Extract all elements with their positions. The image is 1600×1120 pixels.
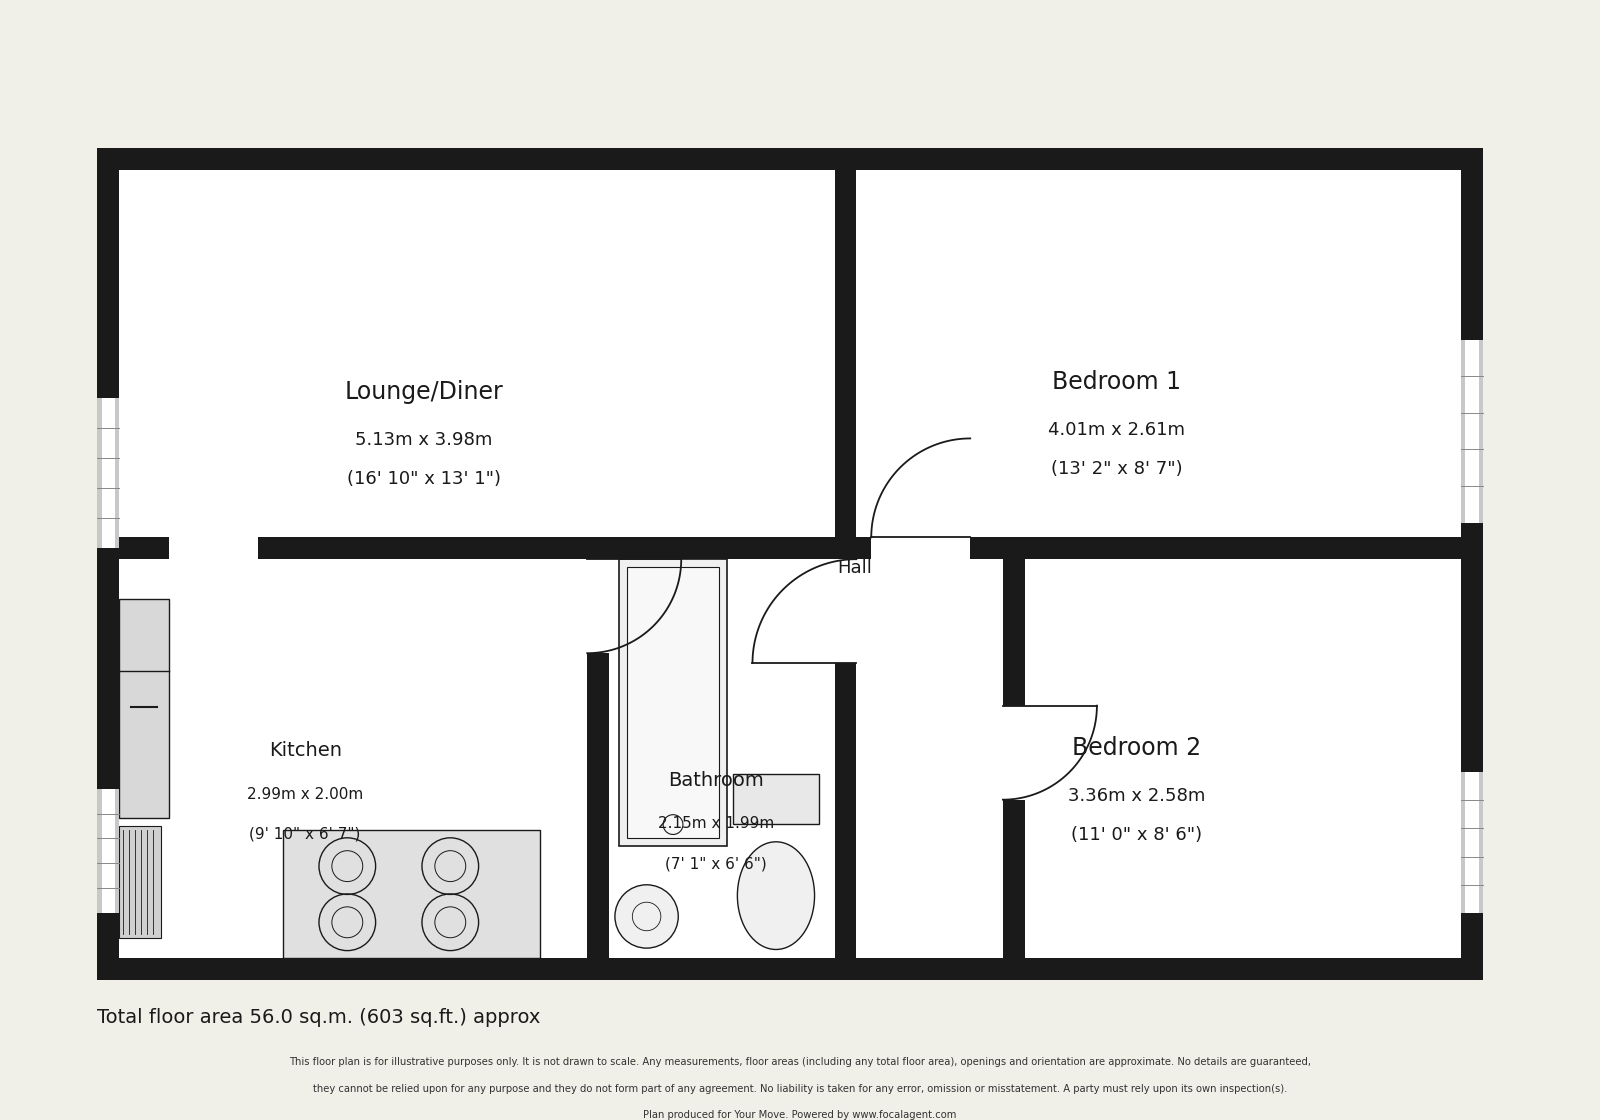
Bar bbox=[118, 827, 160, 939]
Text: (9' 10" x 6' 7"): (9' 10" x 6' 7") bbox=[250, 827, 362, 841]
Bar bbox=[168, 538, 258, 559]
Bar bbox=[98, 398, 118, 548]
Text: (16' 10" x 13' 1"): (16' 10" x 13' 1") bbox=[347, 470, 501, 488]
Bar bbox=[587, 559, 610, 958]
Bar bbox=[872, 538, 970, 559]
Text: (7' 1" x 6' 6"): (7' 1" x 6' 6") bbox=[666, 856, 766, 871]
Bar bbox=[102, 398, 115, 548]
Bar bbox=[1003, 706, 1024, 800]
Text: Total floor area 56.0 sq.m. (603 sq.ft.) approx: Total floor area 56.0 sq.m. (603 sq.ft.)… bbox=[98, 1008, 541, 1027]
Bar bbox=[1466, 339, 1478, 523]
Text: Kitchen: Kitchen bbox=[269, 741, 342, 760]
Bar bbox=[118, 599, 168, 819]
Bar bbox=[587, 559, 610, 653]
Text: This floor plan is for illustrative purposes only. It is not drawn to scale. Any: This floor plan is for illustrative purp… bbox=[290, 1057, 1310, 1067]
Text: (13' 2" x 8' 7"): (13' 2" x 8' 7") bbox=[1051, 460, 1182, 478]
Bar bbox=[1003, 538, 1024, 958]
Ellipse shape bbox=[738, 842, 814, 950]
Bar bbox=[118, 170, 1461, 958]
Bar bbox=[102, 788, 115, 913]
Text: 2.99m x 2.00m: 2.99m x 2.00m bbox=[246, 787, 363, 802]
Text: Bedroom 1: Bedroom 1 bbox=[1053, 370, 1181, 394]
Text: 5.13m x 3.98m: 5.13m x 3.98m bbox=[355, 430, 493, 448]
Text: Lounge/Diner: Lounge/Diner bbox=[344, 380, 504, 404]
Bar bbox=[118, 538, 835, 559]
Bar bbox=[1461, 772, 1483, 913]
Text: 3.36m x 2.58m: 3.36m x 2.58m bbox=[1067, 787, 1205, 805]
Bar bbox=[627, 567, 720, 839]
Text: Hall: Hall bbox=[837, 559, 872, 577]
Bar bbox=[118, 827, 160, 939]
Bar bbox=[1466, 772, 1478, 913]
Text: Bathroom: Bathroom bbox=[669, 771, 763, 790]
Text: they cannot be relied upon for any purpose and they do not form part of any agre: they cannot be relied upon for any purpo… bbox=[314, 1084, 1286, 1094]
Text: 4.01m x 2.61m: 4.01m x 2.61m bbox=[1048, 421, 1186, 439]
Text: Bedroom 2: Bedroom 2 bbox=[1072, 736, 1202, 760]
Text: Plan produced for Your Move. Powered by www.focalagent.com: Plan produced for Your Move. Powered by … bbox=[643, 1110, 957, 1120]
Text: 2.15m x 1.99m: 2.15m x 1.99m bbox=[658, 816, 774, 831]
Bar bbox=[283, 830, 541, 958]
Bar bbox=[835, 559, 856, 663]
Bar bbox=[98, 788, 118, 913]
Text: (11' 0" x 8' 6"): (11' 0" x 8' 6") bbox=[1070, 827, 1202, 844]
Bar bbox=[835, 149, 856, 958]
Bar bbox=[1461, 339, 1483, 523]
Bar bbox=[98, 149, 1483, 980]
Bar bbox=[733, 774, 819, 824]
Bar bbox=[856, 538, 1483, 559]
Bar bbox=[118, 599, 168, 819]
Bar bbox=[619, 559, 726, 847]
Circle shape bbox=[614, 885, 678, 949]
